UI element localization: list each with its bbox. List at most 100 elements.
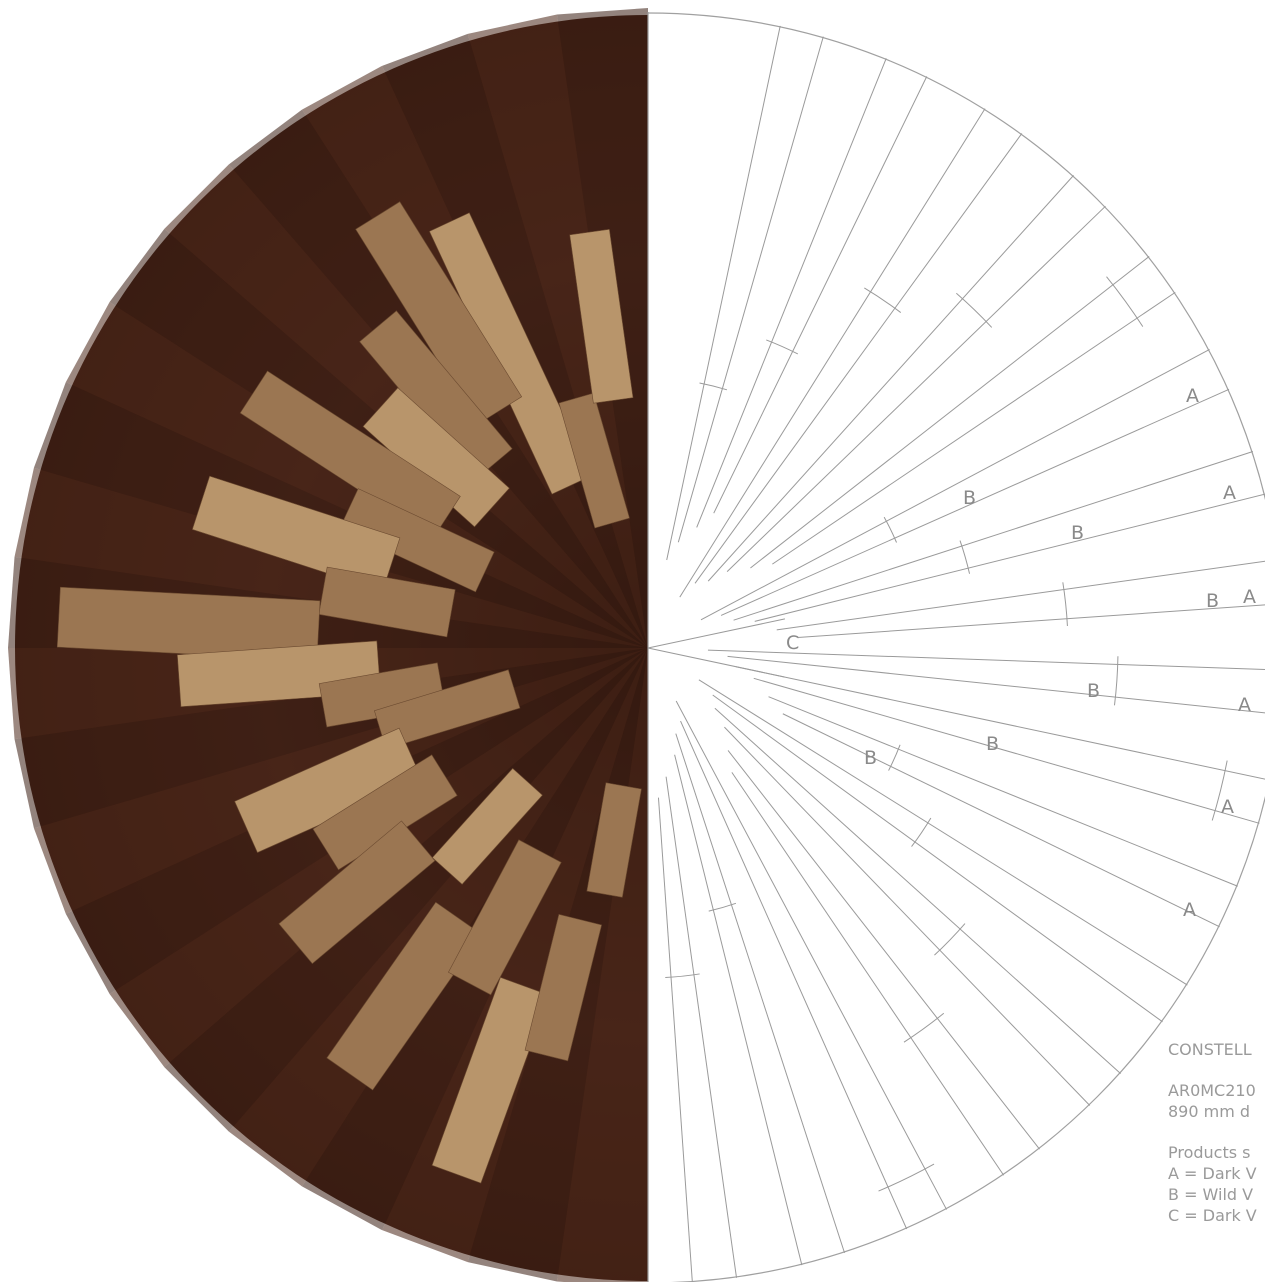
- segment-line: [707, 649, 1265, 671]
- segment-line: [726, 205, 1106, 572]
- dark-walnut-ray: [33, 382, 648, 648]
- wild-walnut-piece: [524, 913, 602, 1062]
- segment-line: [782, 713, 1220, 928]
- legend-item-b: B = Wild V: [1168, 1185, 1253, 1204]
- wild-walnut-piece: [355, 201, 523, 425]
- center-wedge-line: [647, 618, 786, 678]
- region-label-b: B: [864, 747, 877, 769]
- segment-line: [675, 700, 948, 1210]
- info-block: CONSTELL AR0MC210 890 mm d Products s A …: [1168, 1040, 1257, 1225]
- region-label-a: A: [1221, 796, 1234, 818]
- segment-line: [714, 707, 1121, 1074]
- segment-line: [772, 291, 1176, 565]
- wild-walnut-piece: [326, 901, 483, 1091]
- region-labels: A A A A A A B B B B B B C: [786, 385, 1256, 921]
- wild-walnut-piece: [234, 727, 423, 853]
- segment-arc: [699, 382, 728, 391]
- legend-item-c: C = Dark V: [1168, 1206, 1257, 1225]
- segment-line: [694, 133, 1023, 584]
- region-label-b: B: [986, 733, 999, 755]
- diameter-text: 890 mm d: [1168, 1102, 1250, 1121]
- segment-arc: [1114, 656, 1119, 706]
- segment-arc: [708, 902, 737, 912]
- region-label-b: B: [963, 487, 976, 509]
- segment-line: [727, 750, 1040, 1150]
- wild-walnut-piece: [56, 586, 321, 662]
- region-label-a: A: [1243, 586, 1256, 608]
- wild-walnut-pieces: [56, 201, 642, 1184]
- region-label-a: A: [1223, 482, 1236, 504]
- wild-walnut-piece: [569, 228, 634, 404]
- segment-line: [675, 733, 846, 1254]
- dark-walnut-ray: [382, 648, 648, 1263]
- segment-line: [753, 677, 1260, 824]
- wild-walnut-piece: [429, 212, 593, 495]
- segment-line: [677, 36, 824, 543]
- segment-arc: [665, 973, 700, 979]
- segment-line: [665, 776, 738, 1278]
- region-label-b: B: [1206, 590, 1219, 612]
- outer-arc: [647, 12, 1265, 1282]
- segment-arc: [903, 1012, 945, 1043]
- wild-walnut-piece: [431, 977, 550, 1184]
- segment-arc: [956, 292, 993, 328]
- segment-line: [700, 348, 1210, 621]
- segment-arc: [878, 1163, 935, 1192]
- segment-line: [657, 797, 693, 1282]
- segment-line: [733, 450, 1254, 621]
- segment-line: [776, 560, 1265, 631]
- region-label-c: C: [786, 632, 799, 654]
- wild-walnut-piece: [362, 387, 510, 528]
- segment-line: [680, 720, 908, 1230]
- segment-line: [727, 655, 1265, 714]
- segment-line: [712, 694, 1163, 1023]
- product-code: AR0MC210: [1168, 1081, 1256, 1100]
- products-heading: Products s: [1168, 1143, 1251, 1162]
- legend-item-a: A = Dark V: [1168, 1164, 1257, 1183]
- segment-line: [713, 76, 928, 514]
- segment-line: [698, 679, 1188, 986]
- segment-line: [750, 256, 1150, 569]
- segment-arc: [959, 540, 971, 574]
- segment-arc: [1211, 760, 1228, 821]
- segment-line: [666, 25, 781, 561]
- line-drawing-half: [647, 12, 1265, 1282]
- segment-arc: [864, 287, 902, 313]
- segment-line: [768, 696, 1238, 887]
- region-label-a: A: [1183, 899, 1196, 921]
- segment-arc: [1106, 276, 1144, 327]
- region-label-a: A: [1186, 385, 1199, 407]
- segment-line: [674, 754, 803, 1266]
- wood-photo-half: [8, 8, 648, 1282]
- region-label-b: B: [1087, 680, 1100, 702]
- segment-line: [735, 666, 1265, 780]
- region-label-a: A: [1238, 694, 1251, 716]
- segment-line: [724, 726, 1091, 1106]
- wild-walnut-piece: [558, 392, 630, 529]
- wild-walnut-piece: [278, 820, 436, 965]
- wild-walnut-piece: [239, 370, 461, 539]
- segment-line: [720, 388, 1230, 616]
- wild-walnut-piece: [448, 839, 562, 996]
- segment-arc: [766, 339, 799, 355]
- segment-arc: [934, 923, 966, 956]
- segment-arc: [1062, 582, 1068, 627]
- segment-arc: [883, 516, 897, 543]
- region-label-b: B: [1071, 522, 1084, 544]
- wild-walnut-piece: [586, 782, 642, 898]
- segment-line: [696, 58, 887, 528]
- dark-walnut-ray: [164, 648, 648, 1132]
- segment-line: [797, 604, 1265, 639]
- wild-walnut-piece: [191, 475, 401, 592]
- wild-walnut-piece: [312, 754, 458, 871]
- segment-line: [754, 493, 1265, 622]
- segment-arc: [911, 817, 932, 847]
- segment-lines: [647, 25, 1265, 1282]
- segment-line: [679, 108, 986, 598]
- segment-arc: [888, 744, 901, 771]
- segment-line: [731, 772, 1005, 1176]
- figure-title: CONSTELL: [1168, 1040, 1252, 1059]
- wild-walnut-piece: [431, 767, 543, 885]
- segment-line: [707, 175, 1074, 582]
